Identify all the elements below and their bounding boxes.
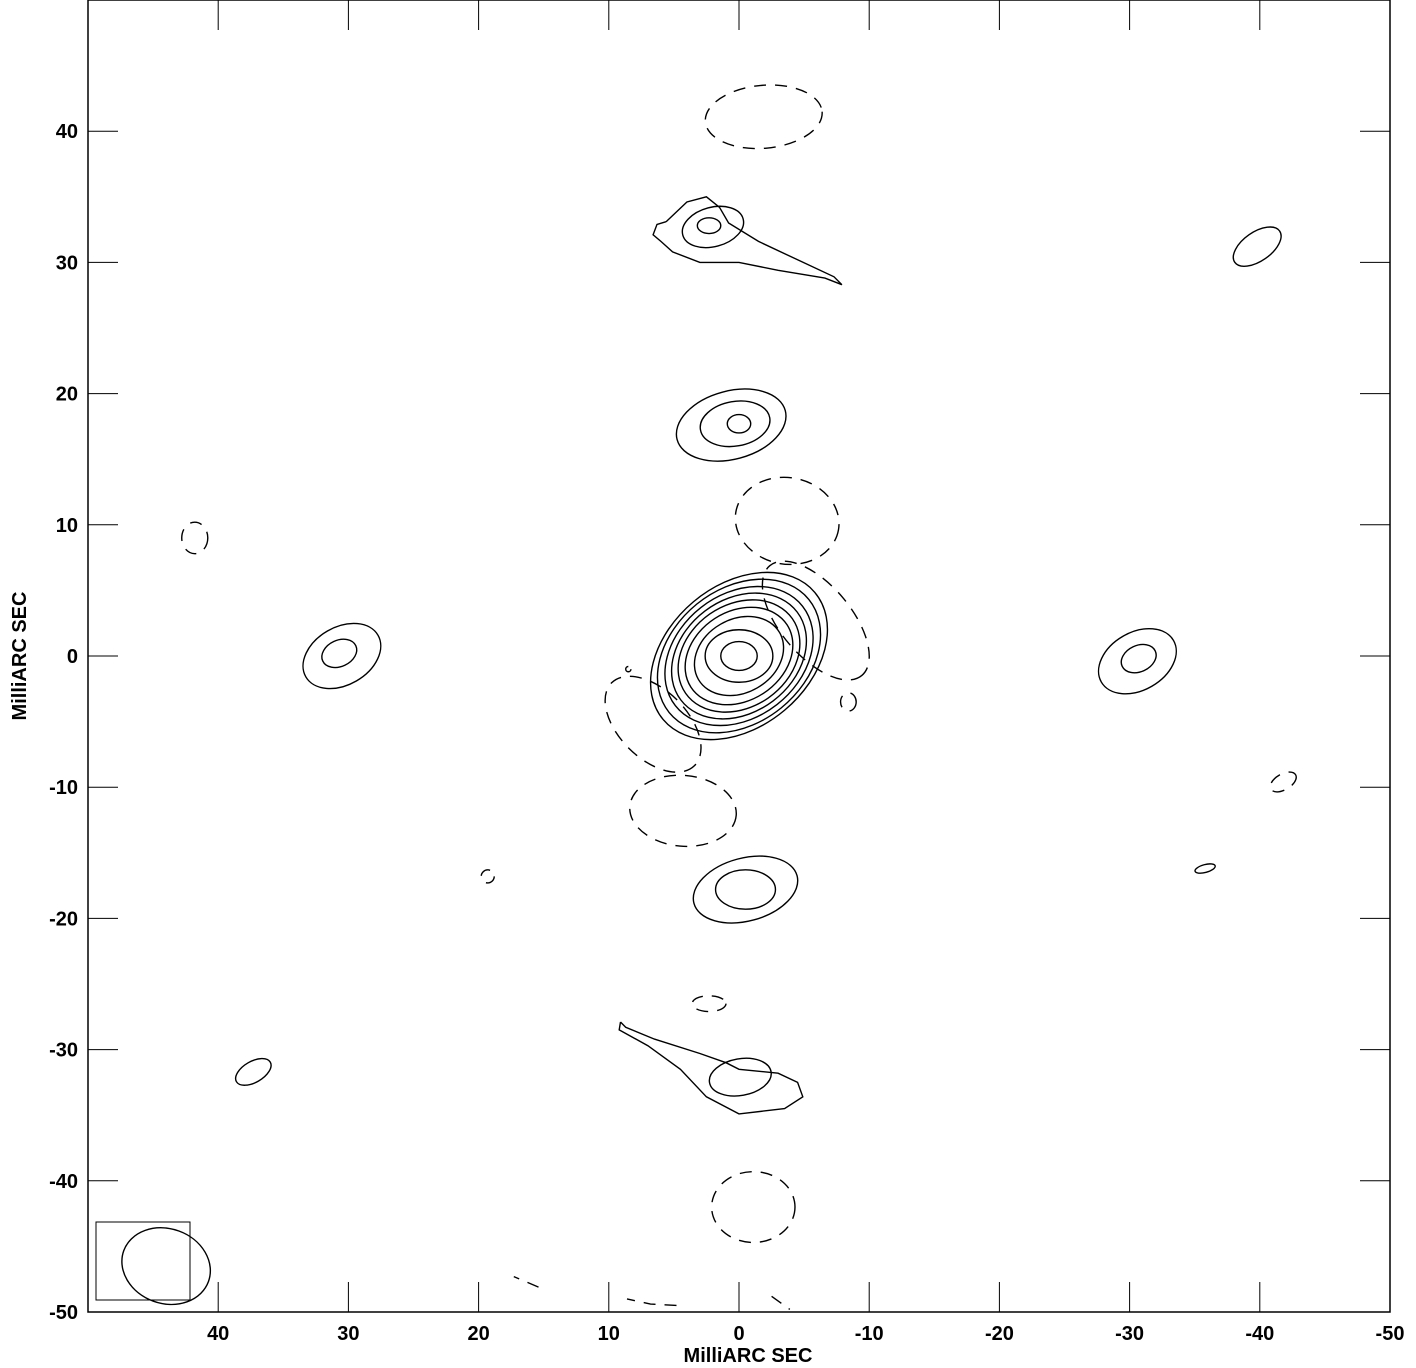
positive-contour	[693, 615, 785, 697]
negative-contour	[480, 869, 495, 884]
negative-contour	[691, 995, 727, 1013]
x-tick-label: -30	[1115, 1323, 1144, 1345]
negative-contour-arc	[513, 1275, 539, 1288]
y-axis-label: MilliARC SEC	[9, 592, 31, 721]
y-tick-label: -40	[49, 1171, 78, 1193]
positive-contour	[708, 1057, 772, 1097]
positive-contour	[720, 640, 758, 672]
x-tick-label: 10	[598, 1323, 620, 1345]
positive-contour	[699, 400, 771, 448]
axis-ticks	[88, 0, 1391, 1313]
y-tick-label: -50	[49, 1302, 78, 1324]
x-tick-label: 40	[207, 1323, 229, 1345]
beam-box	[95, 1221, 191, 1301]
positive-contour	[649, 571, 829, 741]
positive-contour	[1120, 643, 1157, 674]
y-tick-label: 40	[56, 121, 78, 143]
positive-contour	[234, 1057, 272, 1086]
negative-contour	[629, 774, 737, 848]
plot-frame	[87, 0, 1391, 1313]
positive-contour	[726, 413, 752, 434]
positive-contour	[664, 585, 814, 727]
negative-contour	[704, 84, 823, 150]
positive-contour	[1194, 863, 1216, 874]
y-tick-label: -20	[49, 908, 78, 930]
positive-contour	[714, 869, 777, 910]
x-tick-label: -10	[855, 1323, 884, 1345]
beam-ellipse	[121, 1227, 212, 1306]
positive-contour	[692, 855, 799, 924]
positive-contour-arc	[618, 1021, 804, 1115]
negative-contour	[710, 1170, 796, 1244]
positive-contour	[670, 592, 808, 720]
positive-contour	[696, 217, 722, 235]
contour-lines	[181, 84, 1297, 1310]
negative-contour	[604, 675, 702, 773]
negative-contour	[839, 692, 857, 712]
y-tick-label: 30	[56, 252, 78, 274]
positive-contour	[302, 622, 382, 690]
x-axis-label: MilliARC SEC	[684, 1345, 813, 1367]
negative-contour-arc	[771, 1295, 791, 1310]
negative-contour-arc	[626, 1298, 677, 1307]
y-tick-label: -10	[49, 777, 78, 799]
beam-inset	[95, 1221, 212, 1306]
x-tick-label: -40	[1245, 1323, 1274, 1345]
positive-contour	[1232, 226, 1282, 267]
x-tick-label: -50	[1376, 1323, 1405, 1345]
x-tick-label: 0	[733, 1323, 744, 1345]
positive-contour	[1097, 628, 1177, 695]
negative-contour	[1269, 771, 1297, 793]
negative-contour	[761, 560, 870, 681]
y-tick-label: -30	[49, 1040, 78, 1062]
y-tick-label: 10	[56, 515, 78, 537]
x-tick-label: 20	[467, 1323, 489, 1345]
y-tick-label: 20	[56, 384, 78, 406]
axis-tick-labels: 40 30 20 10 0 -10 -20 -30 -40 -50 40 30 20 10 0 -10 -20 -…	[49, 121, 1404, 1345]
negative-contour	[625, 665, 632, 673]
positive-contour	[321, 638, 358, 669]
positive-contour	[677, 599, 801, 713]
positive-contour	[675, 388, 787, 462]
positive-contour	[684, 606, 794, 706]
positive-contour	[704, 629, 774, 683]
negative-contour	[734, 476, 840, 566]
positive-contour-arc	[652, 196, 843, 286]
x-tick-label: -20	[985, 1323, 1014, 1345]
positive-contour	[656, 578, 822, 734]
y-tick-label: 0	[67, 646, 78, 668]
positive-contour	[681, 205, 745, 249]
x-tick-label: 30	[337, 1323, 359, 1345]
negative-contour	[181, 521, 209, 555]
